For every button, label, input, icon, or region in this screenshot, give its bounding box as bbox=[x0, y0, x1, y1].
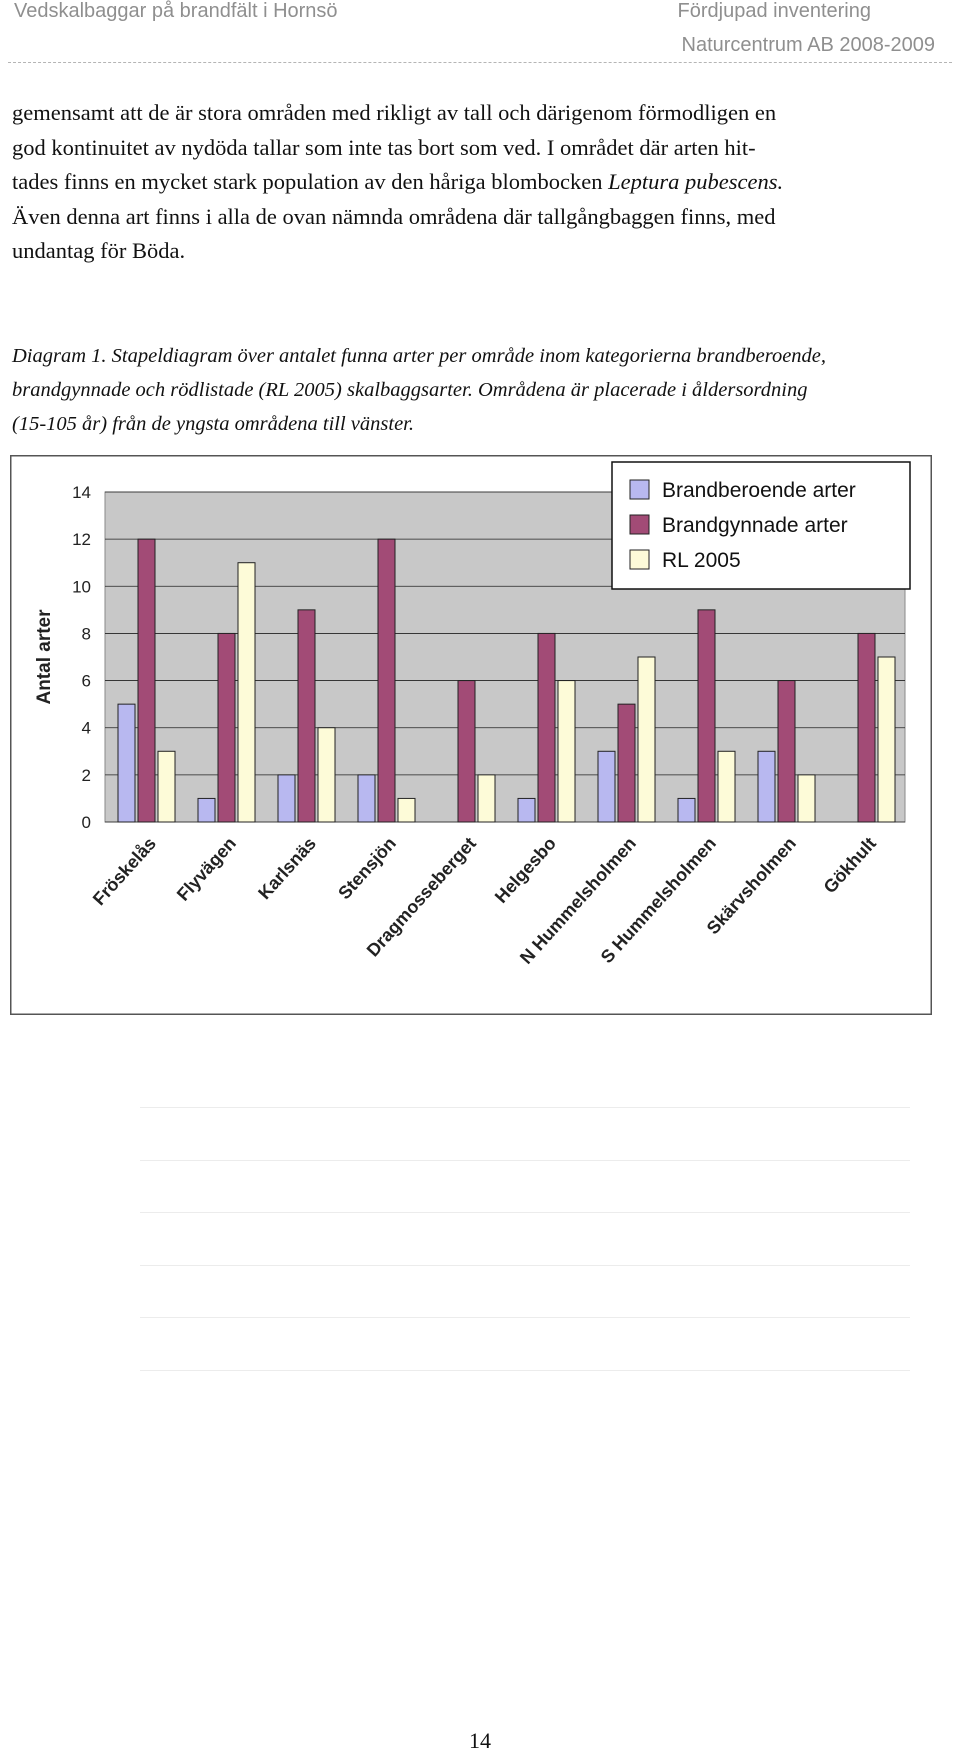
bar-rl-2005 bbox=[397, 797, 416, 823]
bar-rl-2005 bbox=[717, 750, 736, 823]
legend-label: Brandgynnade arter bbox=[662, 514, 848, 537]
legend-swatch bbox=[629, 479, 650, 500]
legend-label: RL 2005 bbox=[662, 549, 741, 572]
bar-brandberoende-arter bbox=[517, 797, 536, 823]
bar-rl-2005 bbox=[557, 680, 576, 823]
running-header-title: Vedskalbaggar på brandfält i Hornsö bbox=[14, 0, 338, 22]
bar-brandberoende-arter bbox=[197, 797, 216, 823]
running-header-org: Naturcentrum AB 2008-2009 bbox=[681, 34, 936, 56]
bar-rl-2005 bbox=[317, 727, 336, 823]
body-line: gemensamt att de är stora områden med ri… bbox=[12, 100, 777, 125]
bar-rl-2005 bbox=[477, 774, 496, 823]
y-tick-label: 6 bbox=[82, 672, 91, 691]
body-line: undantag för Böda. bbox=[12, 238, 186, 263]
legend-swatch bbox=[629, 549, 650, 570]
bar-brandgynnade-arter bbox=[457, 680, 476, 823]
body-line: tades finns en mycket stark population a… bbox=[12, 165, 952, 200]
bar-brandgynnade-arter bbox=[697, 609, 716, 823]
faint-line bbox=[140, 1317, 910, 1318]
bar-brandberoende-arter bbox=[757, 750, 776, 823]
running-header-subtitle: Fördjupad inventering bbox=[677, 0, 871, 22]
bar-brandgynnade-arter bbox=[137, 538, 156, 823]
species-name: Leptura pubescens. bbox=[608, 169, 784, 194]
bar-brandberoende-arter bbox=[277, 774, 296, 823]
y-tick-label: 12 bbox=[72, 530, 91, 549]
bar-rl-2005 bbox=[637, 656, 656, 823]
y-tick-label: 8 bbox=[82, 624, 91, 643]
faint-line bbox=[140, 1265, 910, 1266]
bar-brandgynnade-arter bbox=[617, 703, 636, 823]
legend-swatch bbox=[629, 514, 650, 535]
bar-brandgynnade-arter bbox=[297, 609, 316, 823]
bar-brandgynnade-arter bbox=[217, 632, 236, 823]
legend-label: Brandberoende arter bbox=[662, 479, 856, 502]
y-tick-label: 0 bbox=[82, 813, 91, 832]
bar-brandgynnade-arter bbox=[377, 538, 396, 823]
faint-line bbox=[140, 1107, 910, 1108]
bar-rl-2005 bbox=[237, 562, 256, 823]
body-line: god kontinuitet av nydöda tallar som int… bbox=[12, 134, 756, 160]
figure-caption: Diagram 1. Stapeldiagram över antalet fu… bbox=[12, 339, 952, 441]
y-tick-label: 4 bbox=[82, 719, 91, 738]
bar-brandberoende-arter bbox=[117, 703, 136, 823]
bar-rl-2005 bbox=[157, 750, 176, 823]
y-tick-label: 10 bbox=[72, 577, 91, 596]
header-rule bbox=[8, 62, 952, 63]
body-paragraph: gemensamt att de är stora områden med ri… bbox=[12, 96, 952, 269]
y-axis-label: Antal arter bbox=[34, 609, 55, 705]
y-tick-label: 14 bbox=[72, 483, 91, 502]
body-line: Även denna art finns i alla de ovan nämn… bbox=[12, 203, 776, 229]
bar-brandgynnade-arter bbox=[537, 632, 556, 823]
page-number: 14 bbox=[469, 1728, 491, 1753]
bar-chart: 0 2 4 6 8 10 12 14 Antal arter Fröskelås Flyvägen K… bbox=[10, 455, 932, 1015]
faint-line bbox=[140, 1160, 910, 1161]
caption-line: Diagram 1. Stapeldiagram över antalet fu… bbox=[12, 345, 827, 367]
y-tick-label: 2 bbox=[82, 766, 91, 785]
bar-rl-2005 bbox=[797, 774, 816, 823]
legend-box bbox=[611, 461, 911, 590]
caption-line: (15-105 år) från de yngsta områdena till… bbox=[12, 413, 414, 435]
body-line-text: tades finns en mycket stark population a… bbox=[12, 169, 609, 194]
bar-brandberoende-arter bbox=[677, 797, 696, 823]
bar-brandgynnade-arter bbox=[857, 632, 876, 823]
bar-brandberoende-arter bbox=[357, 774, 376, 823]
faint-line bbox=[140, 1212, 910, 1213]
bar-brandgynnade-arter bbox=[777, 680, 796, 823]
caption-line: brandgynnade och rödlistade (RL 2005) sk… bbox=[12, 379, 808, 401]
faint-line bbox=[140, 1370, 910, 1371]
bar-brandberoende-arter bbox=[597, 750, 616, 823]
bar-rl-2005 bbox=[877, 656, 896, 823]
